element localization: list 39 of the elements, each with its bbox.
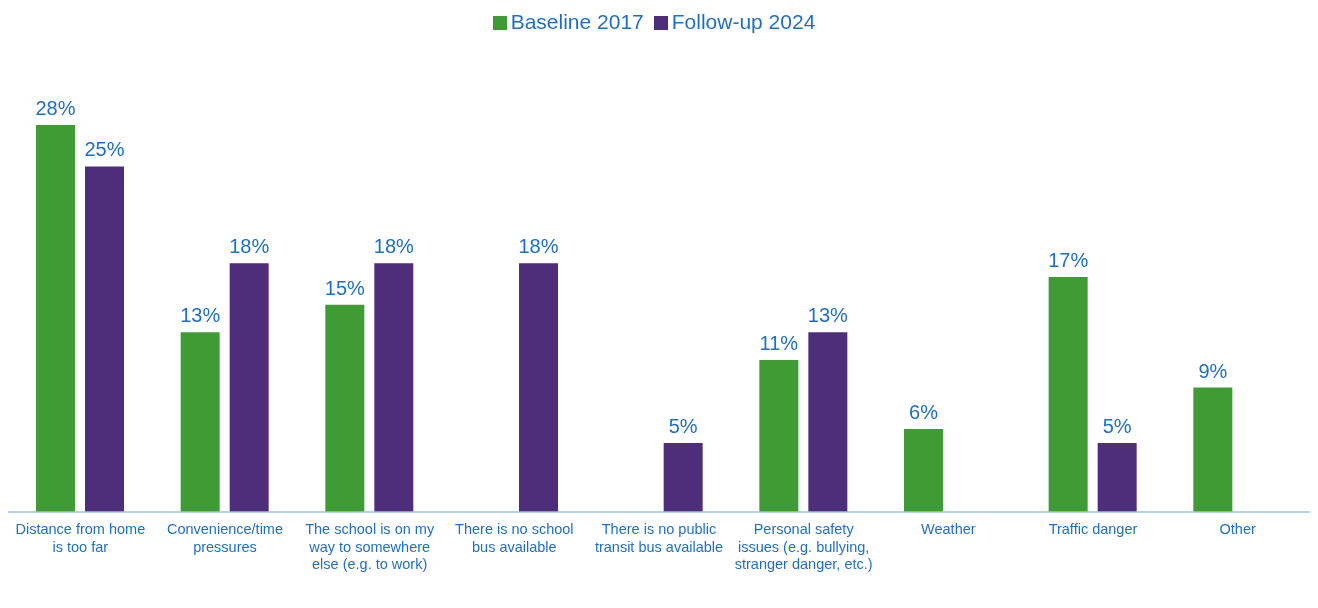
data-label: 13% bbox=[180, 304, 221, 327]
bar bbox=[519, 263, 558, 512]
x-tick-label: Weather bbox=[921, 521, 976, 537]
x-tick-label: Other bbox=[1219, 521, 1256, 537]
bar bbox=[1048, 277, 1088, 512]
bar bbox=[663, 442, 703, 512]
data-label: 11% bbox=[759, 331, 799, 354]
data-label: 5% bbox=[668, 414, 698, 437]
x-tick-label: Personal safety issues (e.g. bullying, stranger danger, etc.) bbox=[734, 521, 873, 572]
bar bbox=[325, 304, 365, 512]
data-label: 15% bbox=[324, 276, 366, 299]
data-label: 18% bbox=[229, 235, 270, 258]
data-label: 17% bbox=[1048, 249, 1089, 272]
bar bbox=[229, 263, 269, 512]
data-label: 18% bbox=[373, 235, 415, 258]
bar bbox=[1097, 442, 1137, 512]
x-tick-label: There is no public transit bus available bbox=[594, 521, 724, 555]
bar bbox=[374, 263, 414, 512]
bar bbox=[904, 429, 943, 512]
data-label: 28% bbox=[35, 97, 76, 119]
bar bbox=[180, 332, 220, 512]
data-label: 18% bbox=[518, 235, 559, 258]
x-tick-label: Distance from home is too far bbox=[15, 521, 146, 555]
bar bbox=[1193, 387, 1233, 512]
data-label: 9% bbox=[1198, 359, 1228, 382]
bar bbox=[808, 332, 848, 512]
bar bbox=[36, 125, 75, 512]
x-tick-label: The school is on my way to somewhere else (e.g. to work) bbox=[305, 521, 435, 572]
legend-label: Baseline 2017 bbox=[510, 10, 644, 33]
bar bbox=[759, 359, 799, 512]
data-label: 25% bbox=[84, 138, 125, 161]
x-tick-label: There is no school bus available bbox=[455, 521, 574, 555]
data-label: 6% bbox=[909, 401, 939, 424]
x-tick-label: Traffic danger bbox=[1048, 521, 1138, 537]
legend-label: Follow-up 2024 bbox=[671, 10, 816, 33]
x-tick-label: Convenience/time pressures bbox=[166, 521, 284, 555]
bar bbox=[85, 166, 124, 512]
data-label: 5% bbox=[1102, 414, 1132, 437]
data-label: 13% bbox=[807, 304, 849, 327]
